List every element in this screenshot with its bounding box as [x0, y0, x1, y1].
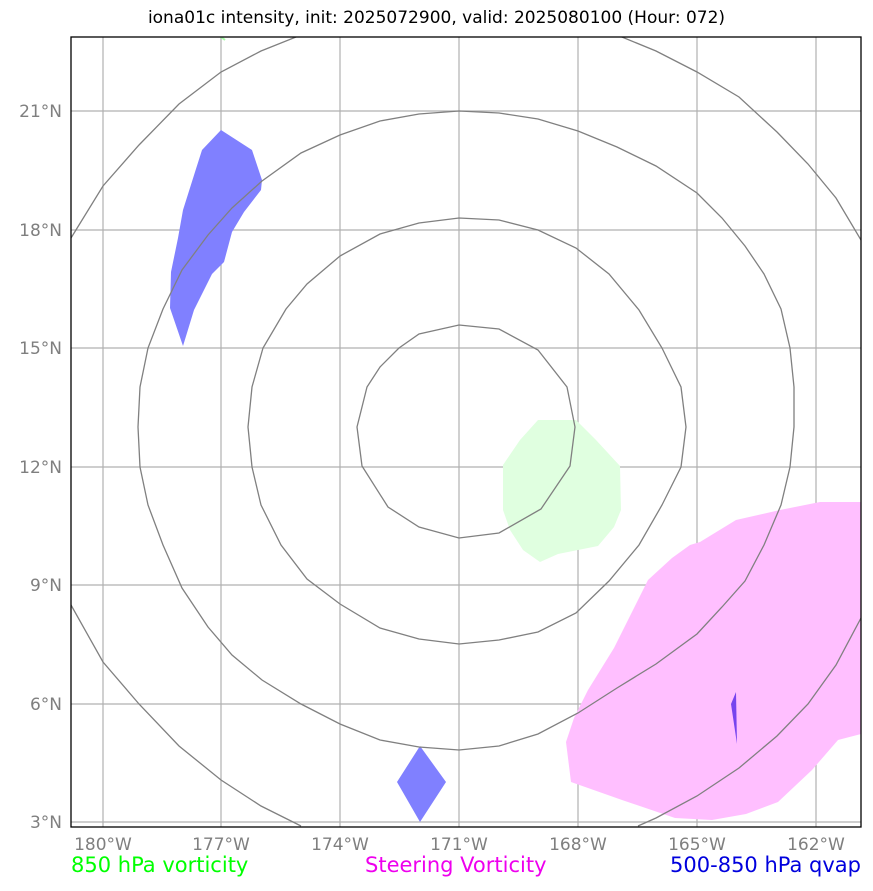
qvap-area-south	[397, 746, 446, 822]
lat-tick-labels: 21°N 18°N 15°N 12°N 9°N 6°N 3°N	[19, 102, 62, 833]
lat-tick-label: 18°N	[19, 221, 62, 241]
qvap-area-east	[731, 692, 737, 744]
lon-tick-label: 168°W	[549, 835, 607, 855]
range-rings	[71, 37, 861, 827]
lon-tick-label: 180°W	[74, 835, 132, 855]
range-ring-2	[247, 217, 687, 645]
legend-qvap: 500-850 hPa qvap	[670, 853, 861, 877]
lon-tick-label: 171°W	[430, 835, 488, 855]
plot-frame	[70, 36, 862, 828]
range-ring-4	[71, 37, 861, 827]
range-ring-3	[137, 110, 795, 751]
lat-tick-label: 12°N	[19, 458, 62, 478]
lat-tick-label: 15°N	[19, 339, 62, 359]
range-ring-1	[356, 324, 576, 539]
lon-tick-label: 177°W	[192, 835, 250, 855]
lon-tick-label: 174°W	[311, 835, 369, 855]
legend-steering-vorticity: Steering Vorticity	[365, 853, 547, 877]
lat-tick-label: 9°N	[30, 576, 62, 596]
lat-tick-label: 6°N	[30, 695, 62, 715]
steering-vorticity-area	[566, 502, 861, 820]
lon-tick-labels: 180°W 177°W 174°W 171°W 168°W 165°W 162°…	[74, 835, 845, 855]
lat-tick-label: 3°N	[30, 813, 62, 833]
legend-850-vorticity: 850 hPa vorticity	[71, 853, 249, 877]
vort850-area	[503, 420, 621, 562]
map-title: iona01c intensity, init: 2025072900, val…	[147, 8, 726, 28]
lat-tick-label: 21°N	[19, 102, 62, 122]
lon-tick-label: 162°W	[787, 835, 845, 855]
qvap-area-north	[170, 130, 262, 346]
lon-tick-label: 165°W	[668, 835, 726, 855]
